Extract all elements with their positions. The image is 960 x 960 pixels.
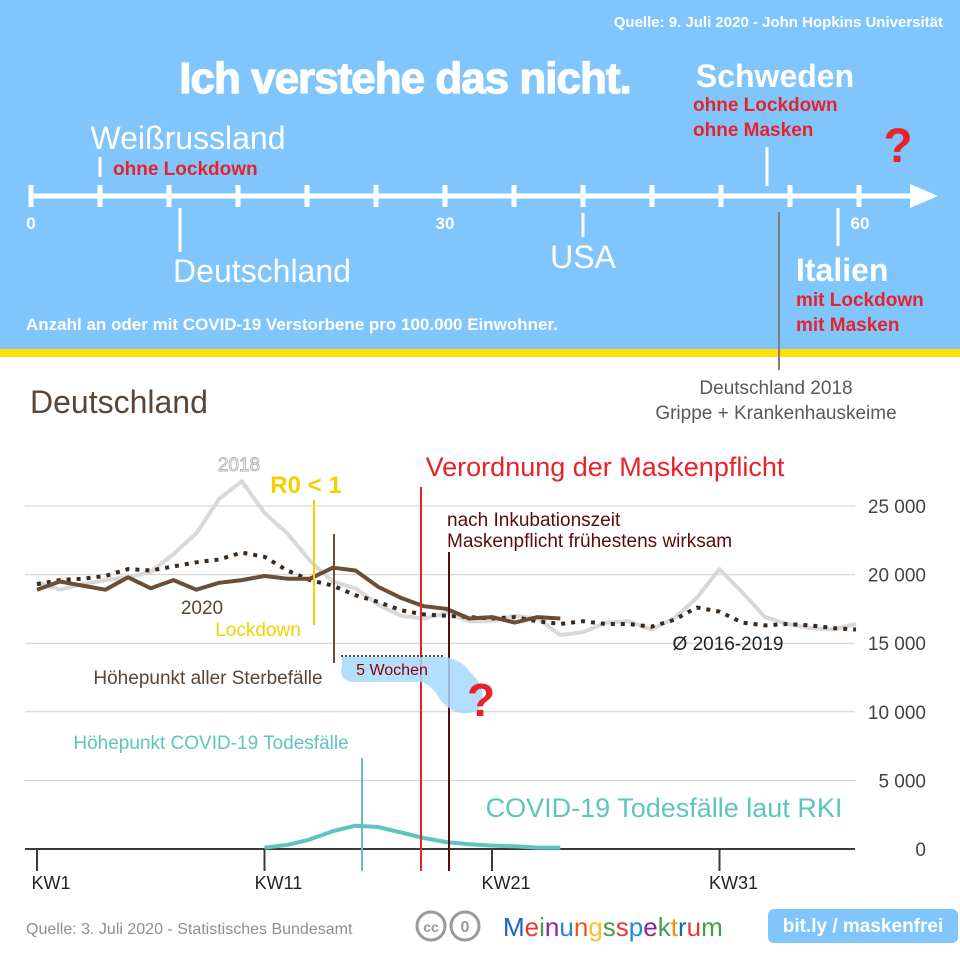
brand-letter: n (574, 912, 588, 942)
brand-letter: e (525, 912, 539, 942)
top-panel-background (0, 0, 960, 349)
x-tick-label: KW1 (31, 873, 70, 893)
note-italien-1: mit Lockdown (796, 290, 924, 311)
inkubation-label-2: Maskenpflicht frühestens wirksam (447, 531, 732, 552)
y-tick-labels: 0 5 000 10 000 15 000 20 000 25 000 (868, 497, 926, 861)
brand-letter: M (503, 912, 525, 942)
brand-letter: k (658, 912, 672, 942)
data-point-2 (241, 552, 243, 554)
hoehepunkt-covid-label: Höhepunkt COVID-19 Todesfälle (73, 733, 348, 754)
top-source: Quelle: 9. Juli 2020 - John Hopkins Univ… (614, 14, 943, 31)
label-2020: 2020 (181, 598, 223, 619)
link-badge[interactable] (768, 909, 958, 943)
label-2018: 2018 (218, 455, 260, 476)
x-tick-label: KW31 (709, 873, 758, 893)
yellow-divider (0, 349, 960, 357)
reference-line-1: Deutschland 2018 (699, 378, 852, 399)
scale-label-60: 60 (851, 214, 870, 233)
brand-letter: s (616, 912, 629, 942)
wochen-bubble (341, 657, 483, 714)
public-domain-icon-text: 0 (461, 919, 470, 936)
brand-letter: e (643, 912, 657, 942)
series-covid-line (264, 823, 561, 850)
scale-label-0: 0 (26, 214, 35, 233)
note-weissrussland: ohne Lockdown (113, 159, 258, 180)
series-average-line (36, 550, 857, 632)
brand-letter: r (678, 912, 687, 942)
country-weissrussland: Weißrussland (90, 120, 285, 156)
brand-wordmark: Meinungsspektrum (503, 912, 723, 942)
series-2018-line (36, 479, 857, 637)
country-deutschland: Deutschland (173, 253, 351, 289)
link-text[interactable]: bit.ly / maskenfrei (783, 916, 944, 937)
lockdown-label: Lockdown (215, 620, 301, 641)
country-usa: USA (550, 239, 616, 275)
country-schweden: Schweden (696, 58, 854, 94)
x-tick-label: KW11 (255, 873, 303, 893)
y-tick-label: 15 000 (868, 634, 926, 655)
data-point-2 (559, 623, 561, 625)
covid-series-label: COVID-19 Todesfälle laut RKI (486, 793, 843, 823)
question-mark: ? (883, 120, 912, 173)
brand-letter: t (671, 912, 679, 942)
y-tick-label: 10 000 (868, 703, 926, 724)
y-tick-label: 0 (915, 840, 926, 861)
brand-letter: u (559, 912, 573, 942)
country-italien: Italien (796, 252, 888, 288)
data-point-2 (82, 578, 84, 580)
maskenpflicht-label: Verordnung der Maskenpflicht (426, 452, 785, 482)
cc-icon-text: cc (423, 919, 439, 935)
brand-letter: u (687, 912, 701, 942)
label-average: Ø 2016-2019 (673, 634, 784, 655)
y-gridlines (25, 505, 855, 850)
brand-letter: n (545, 912, 559, 942)
note-schweden-1: ohne Lockdown (693, 95, 838, 116)
public-domain-icon (449, 910, 481, 942)
y-tick-label: 5 000 (878, 771, 926, 792)
chart-title: Deutschland (30, 384, 208, 420)
x-ticks: KW1 KW11 KW21 KW31 (31, 849, 758, 893)
note-schweden-2: ohne Masken (693, 120, 813, 141)
scale-ticks (28, 185, 862, 207)
brand-letter: p (629, 912, 643, 942)
brand-letter: g (588, 912, 602, 942)
scale-arrowhead (910, 184, 938, 208)
data-point-2 (400, 609, 402, 611)
note-italien-2: mit Masken (796, 315, 899, 336)
scale-label-30: 30 (436, 214, 455, 233)
inkubation-label-1: nach Inkubationszeit (447, 510, 621, 531)
cc-icon (415, 910, 447, 942)
hoehepunkt-sterbe-label: Höhepunkt aller Sterbefälle (93, 668, 322, 689)
headline: Ich verstehe das nicht. (179, 54, 630, 103)
brand-letter: m (701, 912, 723, 942)
brand-letter: s (603, 912, 616, 942)
brand-letter: i (539, 912, 545, 942)
r0-label: R0 < 1 (270, 472, 341, 499)
data-point-2 (286, 570, 288, 572)
data-point-2 (810, 625, 812, 627)
reference-line-2: Grippe + Krankenhauskeime (655, 403, 896, 424)
data-point-2 (104, 575, 106, 577)
footer-source: Quelle: 3. Juli 2020 - Statistisches Bun… (26, 921, 353, 938)
y-tick-label: 25 000 (868, 497, 926, 518)
y-tick-label: 20 000 (868, 566, 926, 587)
chart-question-mark: ? (467, 674, 495, 726)
top-caption: Anzahl an oder mit COVID-19 Verstorbene … (26, 315, 558, 334)
x-tick-label: KW21 (481, 873, 530, 893)
data-point-2 (741, 622, 743, 624)
wochen-label: 5 Wochen (356, 662, 428, 679)
series-2020-line (36, 565, 561, 625)
data-point-2 (173, 566, 175, 568)
